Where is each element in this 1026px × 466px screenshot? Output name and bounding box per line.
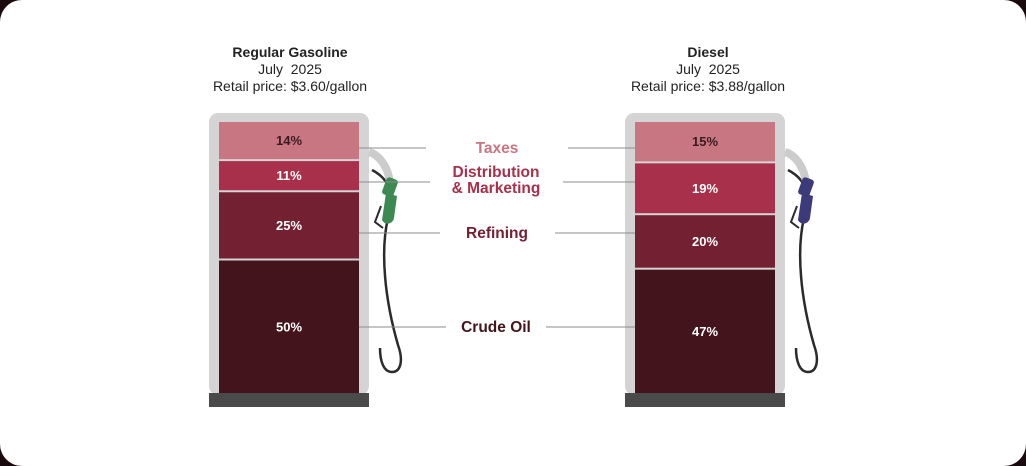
gasoline-nozzle-icon xyxy=(373,177,398,229)
gasoline-crude-value-label: 50% xyxy=(276,319,302,334)
diesel-crude-segment xyxy=(635,269,775,393)
diesel-nozzle-neck xyxy=(783,148,810,183)
diesel-refining-value-label: 20% xyxy=(692,234,718,249)
category-labels: Taxes Distribution & Marketing Refining … xyxy=(452,140,541,336)
legend-distribution-line2: & Marketing xyxy=(452,180,541,197)
gasoline-nozzle-neck xyxy=(367,148,394,183)
gasoline-taxes-value-label: 14% xyxy=(276,133,302,148)
gasoline-date: July 2025 xyxy=(160,61,420,78)
diesel-price: Retail price: $3.88/gallon xyxy=(630,78,786,94)
diesel-taxes-segment xyxy=(635,122,775,162)
diesel-header: Diesel July 2025 Retail price: $3.88/gal… xyxy=(578,44,838,95)
gasoline-distribution-value-label: 11% xyxy=(276,168,302,183)
gasoline-year: 2025 xyxy=(290,61,322,77)
diesel-refining-segment xyxy=(635,215,775,268)
connector-lines xyxy=(359,147,635,328)
diesel-distribution-value-label: 19% xyxy=(692,181,718,196)
diesel-date: July 2025 xyxy=(578,61,838,78)
gasoline-price: Retail price: $3.60/gallon xyxy=(212,78,368,94)
gasoline-header: Regular Gasoline July 2025 Retail price:… xyxy=(160,44,420,95)
diesel-crude-value-label: 47% xyxy=(692,324,718,339)
legend-distribution-line1: Distribution xyxy=(453,164,540,181)
diesel-year: 2025 xyxy=(708,61,740,77)
stacked-segments: 50% 25% 11% 14% 47% 20% 19% 15% xyxy=(219,122,775,393)
legend-refining: Refining xyxy=(466,225,528,242)
diesel-distribution-segment xyxy=(635,163,775,214)
gasoline-crude-segment xyxy=(219,260,359,393)
diesel-month: July xyxy=(676,61,701,77)
diesel-nozzle-icon xyxy=(789,177,814,229)
gasoline-taxes-segment xyxy=(219,122,359,160)
diesel-pump-base xyxy=(625,393,785,407)
diesel-taxes-value-label: 15% xyxy=(692,134,718,149)
gasoline-month: July xyxy=(258,61,283,77)
gasoline-pump-base xyxy=(209,393,369,407)
gasoline-distribution-segment xyxy=(219,161,359,191)
gasoline-title: Regular Gasoline xyxy=(232,44,348,60)
diesel-title: Diesel xyxy=(687,44,729,60)
gasoline-refining-value-label: 25% xyxy=(276,218,302,233)
legend-taxes: Taxes xyxy=(476,140,519,157)
gasoline-refining-segment xyxy=(219,192,359,259)
legend-crude: Crude Oil xyxy=(461,319,531,336)
